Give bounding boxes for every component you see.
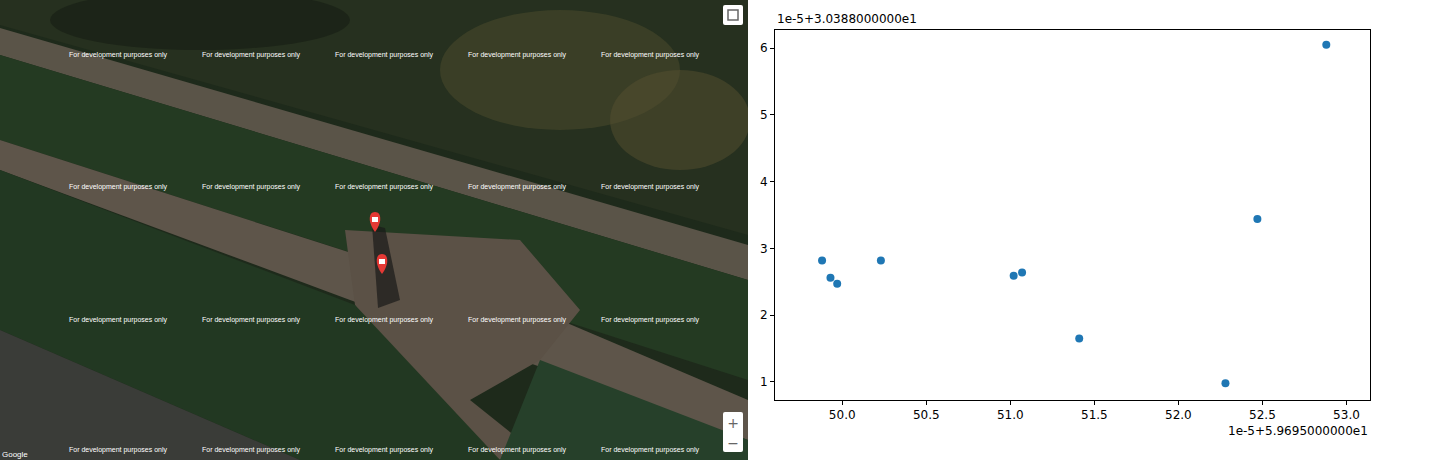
svg-text:For development purposes only: For development purposes only [468,446,567,454]
svg-text:1: 1 [760,375,768,389]
svg-text:For development purposes only: For development purposes only [202,446,301,454]
svg-text:For development purposes only: For development purposes only [601,446,700,454]
svg-text:For development purposes only: For development purposes only [335,446,434,454]
svg-text:For development purposes only: For development purposes only [69,183,168,191]
svg-text:For development purposes only: For development purposes only [69,446,168,454]
svg-text:51.5: 51.5 [1081,408,1108,422]
svg-text:2: 2 [760,308,768,322]
svg-text:For development purposes only: For development purposes only [335,51,434,59]
svg-text:+: + [727,415,739,431]
svg-text:For development purposes only: For development purposes only [468,183,567,191]
svg-text:For development purposes only: For development purposes only [601,316,700,324]
svg-text:For development purposes only: For development purposes only [202,316,301,324]
svg-text:For development purposes only: For development purposes only [601,51,700,59]
svg-text:1e-5+5.9695000000e1: 1e-5+5.9695000000e1 [1228,424,1368,438]
svg-text:4: 4 [760,175,768,189]
svg-text:50.5: 50.5 [913,408,940,422]
svg-text:For development purposes only: For development purposes only [69,51,168,59]
svg-text:51.0: 51.0 [997,408,1024,422]
svg-text:For development purposes only: For development purposes only [69,316,168,324]
svg-text:50.0: 50.0 [829,408,856,422]
svg-text:6: 6 [760,41,768,55]
svg-text:53.0: 53.0 [1333,408,1360,422]
svg-text:52.5: 52.5 [1249,408,1276,422]
svg-text:1e-5+3.0388000000e1: 1e-5+3.0388000000e1 [777,12,917,26]
svg-text:For development purposes only: For development purposes only [601,183,700,191]
svg-text:5: 5 [760,108,768,122]
svg-text:For development purposes only: For development purposes only [468,51,567,59]
svg-text:For development purposes only: For development purposes only [202,51,301,59]
svg-text:52.0: 52.0 [1165,408,1192,422]
svg-text:Google: Google [2,450,28,459]
svg-text:For development purposes only: For development purposes only [335,316,434,324]
svg-text:−: − [727,435,739,451]
svg-text:For development purposes only: For development purposes only [202,183,301,191]
svg-text:For development purposes only: For development purposes only [335,183,434,191]
svg-text:For development purposes only: For development purposes only [468,316,567,324]
svg-text:3: 3 [760,242,768,256]
